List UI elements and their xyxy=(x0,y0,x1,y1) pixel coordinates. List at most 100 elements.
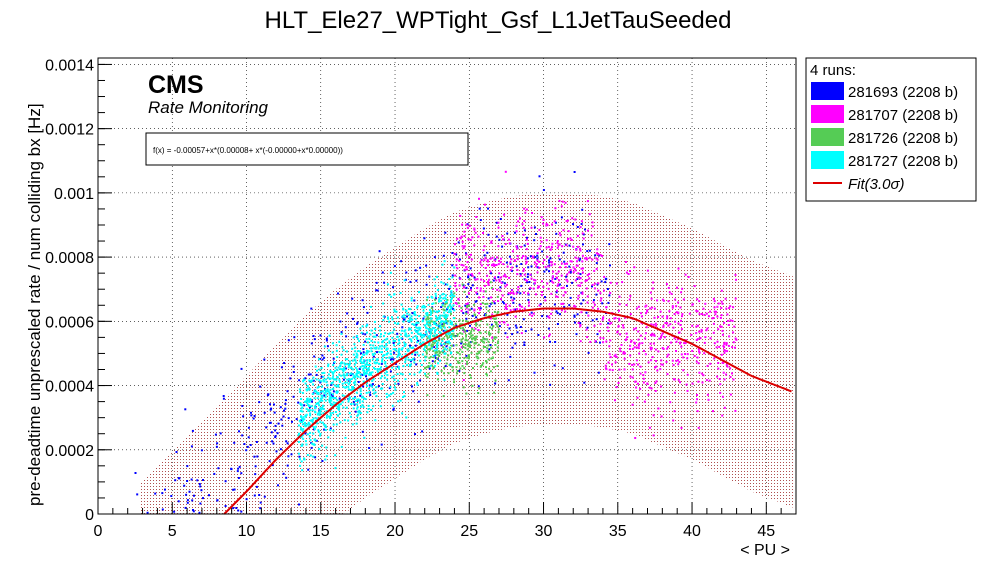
data-point xyxy=(639,372,642,375)
data-point xyxy=(436,357,438,360)
data-point xyxy=(326,388,329,391)
data-point xyxy=(734,273,737,276)
data-point xyxy=(728,335,731,338)
data-point xyxy=(379,335,382,338)
data-point xyxy=(265,441,268,444)
data-point xyxy=(725,343,728,346)
data-point xyxy=(628,362,631,365)
data-point xyxy=(439,321,442,324)
data-point xyxy=(309,399,312,402)
data-point xyxy=(200,489,203,492)
data-point xyxy=(509,261,512,264)
data-point xyxy=(369,383,372,386)
data-point xyxy=(443,315,446,318)
data-point xyxy=(446,314,449,317)
data-point xyxy=(379,405,382,408)
data-point xyxy=(442,320,445,323)
data-point xyxy=(134,472,137,474)
x-tick-label: 10 xyxy=(238,523,256,540)
data-point xyxy=(340,353,343,356)
data-point xyxy=(535,265,538,268)
data-point xyxy=(680,345,683,348)
data-point xyxy=(469,267,472,270)
data-point xyxy=(222,397,225,400)
data-point xyxy=(456,334,459,337)
data-point xyxy=(304,425,307,428)
data-point xyxy=(309,409,312,412)
data-point xyxy=(648,426,651,429)
data-point xyxy=(637,305,640,308)
data-point xyxy=(698,371,701,374)
data-point xyxy=(466,261,469,264)
data-point xyxy=(436,372,439,375)
data-point xyxy=(279,406,282,409)
data-point xyxy=(474,335,477,338)
data-point xyxy=(482,290,485,293)
data-point xyxy=(431,360,434,363)
data-point xyxy=(474,231,477,234)
data-point xyxy=(633,328,635,331)
data-point xyxy=(462,326,464,329)
data-point xyxy=(660,385,663,388)
data-point xyxy=(443,260,446,263)
data-point xyxy=(544,265,547,268)
data-point xyxy=(450,307,453,310)
data-point xyxy=(447,306,449,309)
data-point xyxy=(691,349,694,352)
data-point xyxy=(480,278,483,281)
data-point xyxy=(604,278,607,281)
data-point xyxy=(428,314,431,316)
data-point xyxy=(393,348,396,351)
data-point xyxy=(344,367,347,370)
data-point xyxy=(582,243,584,246)
data-point xyxy=(558,258,561,261)
data-point xyxy=(310,342,313,345)
data-point xyxy=(468,304,470,307)
data-point xyxy=(414,326,417,329)
data-point xyxy=(393,379,396,381)
data-point xyxy=(701,372,704,375)
data-point xyxy=(428,320,431,323)
data-point xyxy=(654,382,657,384)
data-point xyxy=(506,313,509,316)
data-point xyxy=(451,264,454,267)
data-point xyxy=(372,389,375,392)
data-point xyxy=(353,358,356,361)
data-point xyxy=(389,332,392,335)
data-point xyxy=(328,334,331,337)
data-point xyxy=(321,358,324,361)
legend-fit-label: Fit(3.0σ) xyxy=(848,176,905,193)
data-point xyxy=(146,511,149,514)
data-point xyxy=(634,327,637,330)
data-point xyxy=(338,379,341,382)
data-point xyxy=(439,314,442,317)
data-point xyxy=(311,400,313,403)
data-point xyxy=(619,350,622,353)
data-point xyxy=(654,322,657,325)
fit-line xyxy=(223,307,792,515)
data-point xyxy=(378,399,381,402)
data-point xyxy=(537,334,540,336)
legend: 4 runs: 281693 (2208 b)281707 (2208 b)28… xyxy=(805,57,977,202)
data-point xyxy=(483,284,486,287)
data-point xyxy=(619,333,622,336)
data-point xyxy=(443,378,446,381)
data-point xyxy=(366,359,369,362)
data-point xyxy=(297,441,300,443)
data-point xyxy=(473,346,476,349)
data-point xyxy=(563,260,566,263)
data-point xyxy=(509,355,512,358)
data-point xyxy=(310,446,313,449)
data-point xyxy=(564,310,567,313)
data-point xyxy=(397,382,400,385)
data-point xyxy=(353,343,356,346)
data-point xyxy=(320,375,323,378)
data-point xyxy=(600,297,603,300)
data-point xyxy=(323,392,326,395)
data-point xyxy=(419,339,422,342)
data-point xyxy=(714,313,717,316)
data-point xyxy=(573,267,576,270)
data-point xyxy=(414,318,417,321)
data-point xyxy=(719,391,722,394)
data-point xyxy=(362,367,365,370)
